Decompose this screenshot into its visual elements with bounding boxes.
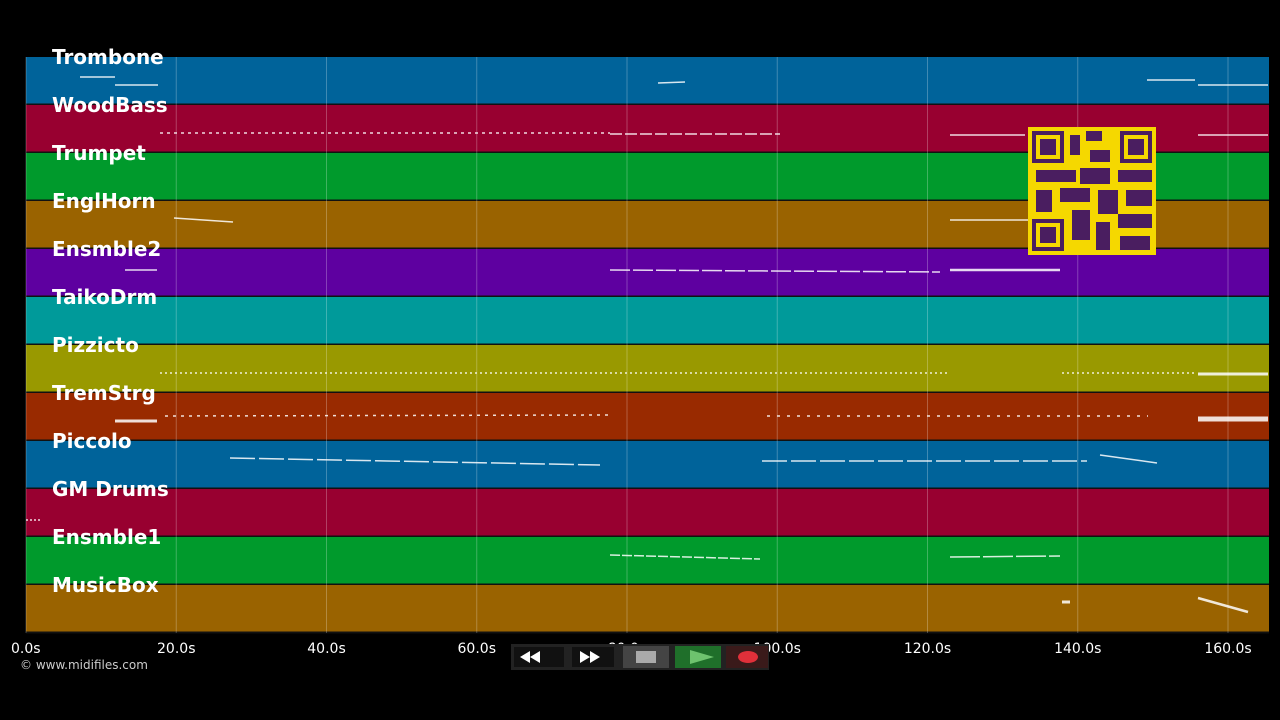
track-name: TremStrg [52,381,156,405]
track-row [26,297,1269,345]
tick-label: 0.0s [11,641,41,657]
tick-label: 140.0s [1054,641,1101,657]
track-row [26,441,1269,489]
qr-code [1028,127,1156,255]
track-name: Piccolo [52,429,132,453]
track-row [26,585,1269,633]
rewind-button[interactable] [514,647,564,667]
transport-controls [511,644,769,670]
track-name: Pizzicto [52,333,139,357]
tick-label: 20.0s [157,641,195,657]
notes-decor [26,76,1268,614]
tick-label: 160.0s [1204,641,1251,657]
track-names: Trombone WoodBass Trumpet EnglHorn Ensmble2 T… [52,45,169,597]
track-name: EnglHorn [52,189,156,213]
track-name: Ensmble1 [52,525,161,549]
track-row [26,489,1269,537]
track-row [26,393,1269,441]
track-name: GM Drums [52,477,169,501]
tick-label: 120.0s [904,641,951,657]
track-rows [26,57,1269,634]
track-name: MusicBox [52,573,159,597]
play-button[interactable] [675,646,721,668]
credit: © www.midifiles.com [20,658,148,672]
track-row [26,537,1269,585]
tick-label: 60.0s [458,641,496,657]
track-name: Ensmble2 [52,237,161,261]
track-name: Trumpet [52,141,146,165]
track-row [26,345,1269,393]
tick-label: 40.0s [307,641,345,657]
stop-button[interactable] [623,646,669,668]
forward-button[interactable] [572,647,614,667]
track-name: WoodBass [52,93,168,117]
track-row [26,249,1269,297]
track-name: TaikoDrm [52,285,157,309]
time-grid [25,57,1229,633]
track-row [26,57,1269,105]
record-button[interactable] [726,646,768,668]
track-name: Trombone [52,45,164,69]
